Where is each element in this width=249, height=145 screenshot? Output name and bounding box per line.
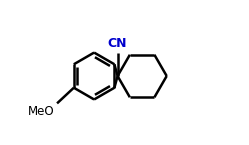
- Text: CN: CN: [108, 37, 127, 50]
- Text: MeO: MeO: [28, 105, 55, 118]
